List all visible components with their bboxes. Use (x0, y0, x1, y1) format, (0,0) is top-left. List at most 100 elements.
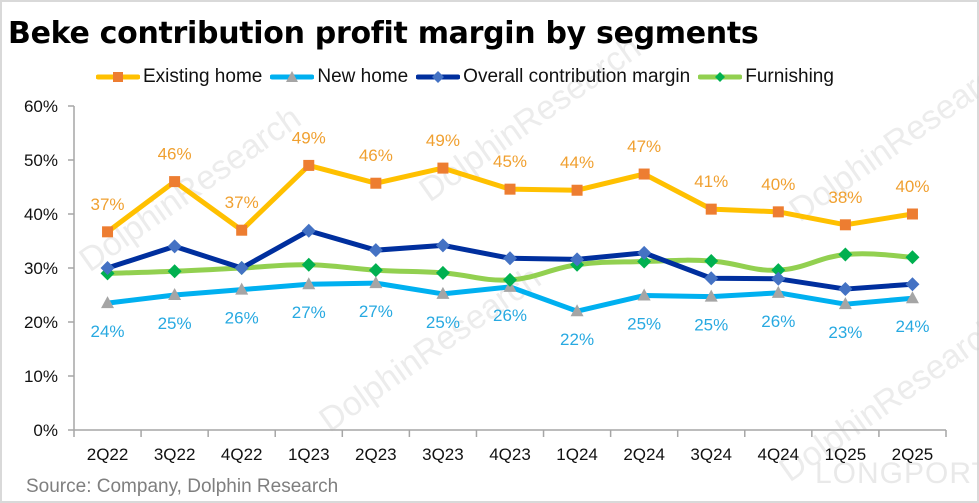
x-tick-label: 2Q23 (355, 445, 397, 464)
data-label-new: 25% (627, 315, 661, 334)
x-tick-label: 2Q24 (623, 445, 665, 464)
legend-swatch-new (270, 71, 315, 82)
legend-item-existing: Existing home (96, 66, 262, 88)
data-label-existing: 37% (225, 193, 259, 212)
data-label-existing: 41% (694, 172, 728, 191)
legend-item-new: New home (270, 66, 408, 88)
y-tick-label: 40% (24, 205, 58, 224)
data-label-existing: 46% (158, 145, 192, 164)
data-point-new (771, 285, 785, 298)
legend-swatch-overall (416, 71, 461, 83)
data-label-existing: 40% (761, 175, 795, 194)
y-tick-label: 20% (24, 313, 58, 332)
data-point-overall (704, 271, 719, 286)
data-point-furnishing (704, 253, 719, 268)
legend-swatch-furnishing (698, 72, 743, 82)
y-tick-label: 50% (24, 151, 58, 170)
x-tick-label: 1Q24 (556, 445, 598, 464)
chart-title: Beke contribution profit margin by segme… (8, 16, 759, 51)
data-point-existing (504, 183, 516, 195)
data-point-furnishing (167, 264, 182, 279)
data-point-overall (100, 261, 115, 275)
data-label-existing: 49% (426, 131, 460, 150)
x-tick-label: 4Q24 (758, 445, 800, 464)
data-point-overall (771, 271, 786, 286)
data-point-existing (839, 219, 851, 231)
data-point-furnishing (503, 272, 517, 287)
legend-item-furnishing: Furnishing (698, 66, 834, 88)
data-point-furnishing (838, 247, 853, 262)
data-point-existing (571, 184, 583, 196)
legend-label-overall: Overall contribution margin (463, 66, 691, 87)
data-point-new (637, 288, 651, 301)
data-label-new: 23% (828, 323, 862, 342)
data-point-overall (435, 238, 450, 253)
data-point-furnishing (368, 263, 383, 278)
data-point-existing (772, 206, 784, 218)
data-point-furnishing (301, 257, 316, 272)
data-point-overall (368, 243, 383, 258)
data-point-existing (169, 176, 181, 188)
data-point-new (704, 289, 718, 302)
data-point-existing (638, 168, 650, 180)
data-point-new (570, 304, 584, 317)
data-point-overall (637, 245, 652, 260)
data-point-new (302, 277, 316, 290)
data-point-overall (570, 252, 585, 267)
y-tick-label: 10% (24, 367, 58, 386)
data-point-overall (167, 239, 182, 254)
data-label-existing: 47% (627, 137, 661, 156)
legend-item-overall: Overall contribution margin (416, 66, 690, 88)
legend-label-furnishing: Furnishing (745, 66, 834, 87)
data-point-overall (838, 282, 853, 297)
x-tick-label: 4Q23 (489, 445, 531, 464)
data-point-furnishing (905, 250, 920, 265)
data-point-new (235, 282, 249, 295)
data-label-existing: 45% (493, 152, 527, 171)
legend-swatch-existing (96, 72, 140, 82)
source-note: Source: Company, Dolphin Research (26, 476, 339, 497)
data-label-new: 26% (225, 309, 259, 328)
data-label-existing: 37% (91, 195, 125, 214)
data-point-furnishing (637, 254, 652, 269)
data-point-new (101, 296, 115, 309)
data-point-new (905, 291, 919, 304)
y-tick-label: 60% (24, 97, 58, 116)
data-point-overall (905, 277, 920, 292)
longport-watermark: LONGPORT (815, 457, 979, 490)
x-tick-label: 1Q23 (288, 445, 330, 464)
x-tick-label: 3Q23 (422, 445, 464, 464)
data-label-new: 25% (426, 313, 460, 332)
data-label-new: 26% (493, 306, 527, 325)
data-label-existing: 40% (895, 177, 929, 196)
data-point-existing (906, 208, 918, 220)
y-tick-label: 0% (33, 421, 58, 440)
data-point-existing (102, 226, 114, 238)
x-tick-label: 3Q24 (690, 445, 732, 464)
chart-legend: Existing home New home Overall contribut… (96, 66, 834, 88)
x-tick-label: 4Q22 (221, 445, 263, 464)
legend-label-new: New home (317, 66, 409, 87)
data-point-overall (301, 223, 316, 238)
data-label-new: 25% (158, 314, 192, 333)
data-label-existing: 49% (292, 128, 326, 147)
data-point-new (838, 297, 852, 310)
x-tick-label: 2Q25 (892, 445, 934, 464)
data-point-overall (234, 261, 249, 275)
legend-label-existing: Existing home (143, 66, 263, 87)
data-label-new: 24% (895, 317, 929, 336)
data-point-furnishing (771, 263, 786, 278)
data-point-existing (705, 203, 717, 215)
data-point-new (369, 276, 383, 289)
x-tick-label: 3Q22 (154, 445, 196, 464)
data-point-overall (503, 251, 517, 266)
data-label-new: 25% (694, 316, 728, 335)
data-point-existing (437, 162, 449, 174)
data-point-new (168, 288, 182, 300)
data-label-new: 24% (91, 322, 125, 341)
x-tick-label: 1Q25 (825, 445, 867, 464)
y-tick-label: 30% (24, 259, 58, 278)
data-label-existing: 46% (359, 146, 393, 165)
data-point-existing (370, 177, 382, 189)
